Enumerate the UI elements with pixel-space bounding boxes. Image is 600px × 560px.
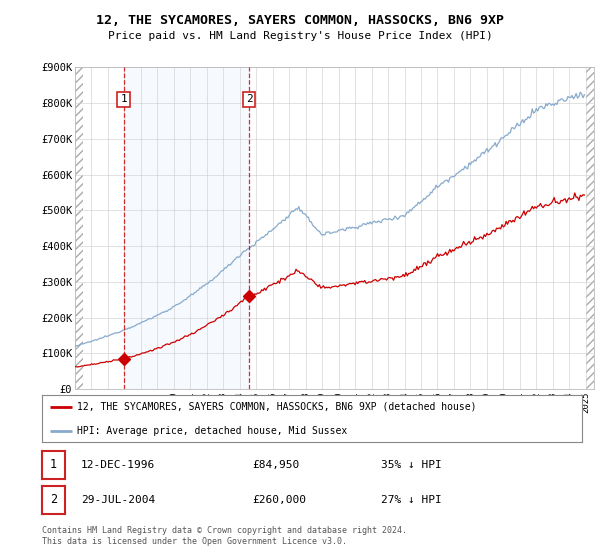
Text: 27% ↓ HPI: 27% ↓ HPI (381, 494, 442, 505)
Text: 1: 1 (120, 95, 127, 104)
Text: Contains HM Land Registry data © Crown copyright and database right 2024.
This d: Contains HM Land Registry data © Crown c… (42, 526, 407, 546)
Bar (124, 67, 250, 389)
Text: Price paid vs. HM Land Registry's House Price Index (HPI): Price paid vs. HM Land Registry's House … (107, 31, 493, 41)
Text: 1: 1 (50, 458, 57, 472)
Bar (75, 67, 83, 389)
Text: £84,950: £84,950 (252, 460, 299, 470)
Text: 29-JUL-2004: 29-JUL-2004 (81, 494, 155, 505)
Bar (586, 67, 594, 389)
Text: HPI: Average price, detached house, Mid Sussex: HPI: Average price, detached house, Mid … (77, 426, 347, 436)
Text: 12, THE SYCAMORES, SAYERS COMMON, HASSOCKS, BN6 9XP: 12, THE SYCAMORES, SAYERS COMMON, HASSOC… (96, 14, 504, 27)
Text: 35% ↓ HPI: 35% ↓ HPI (381, 460, 442, 470)
Text: 12, THE SYCAMORES, SAYERS COMMON, HASSOCKS, BN6 9XP (detached house): 12, THE SYCAMORES, SAYERS COMMON, HASSOC… (77, 402, 476, 412)
Text: 2: 2 (50, 493, 57, 506)
Text: £260,000: £260,000 (252, 494, 306, 505)
Text: 12-DEC-1996: 12-DEC-1996 (81, 460, 155, 470)
Text: 2: 2 (246, 95, 253, 104)
